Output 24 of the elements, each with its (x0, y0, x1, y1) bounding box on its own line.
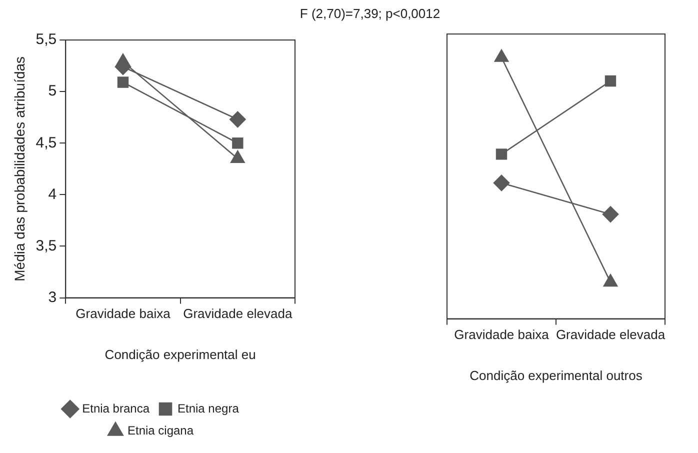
y-tick-label: 4,5 (36, 134, 57, 152)
point (230, 111, 246, 128)
text: F (2,70)=7,39; p<0,0012 (298, 6, 442, 21)
point (604, 75, 616, 87)
legend-label: Etnia branca (82, 401, 150, 416)
y-tick-label: 3,5 (36, 237, 57, 254)
legend-label: Etnia cigana (127, 423, 194, 438)
x-tick-label: Gravidade baixa (454, 327, 550, 342)
point (493, 174, 510, 192)
x-tick-label: Gravidade elevada (183, 306, 293, 322)
y-tick-label: 5,5 (36, 31, 57, 48)
point (602, 206, 619, 222)
y-axis-title: Média das probabilidades atribuídas (11, 56, 28, 282)
x-tick-label: Gravidade baixa (76, 306, 172, 322)
point (117, 76, 129, 88)
x-axis-title: Condição experimental outros (470, 368, 643, 383)
y-tick-label: 3 (48, 288, 57, 306)
y-tick-label: 4 (48, 186, 57, 203)
y-tick-label: 5 (48, 82, 57, 100)
point (496, 148, 508, 160)
x-tick-label: Gravidade elevada (556, 327, 666, 342)
legend-label: Etnia negra (178, 401, 240, 416)
point (232, 138, 244, 149)
x-axis-title: Condição experimental eu (104, 346, 256, 362)
